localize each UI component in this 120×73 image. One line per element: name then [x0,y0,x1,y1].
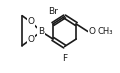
Text: O: O [28,35,35,44]
Text: F: F [62,54,67,63]
Text: Br: Br [48,7,58,16]
Text: O: O [89,27,96,36]
Text: O: O [28,17,35,26]
Text: CH₃: CH₃ [97,27,113,36]
Text: B: B [38,27,44,36]
